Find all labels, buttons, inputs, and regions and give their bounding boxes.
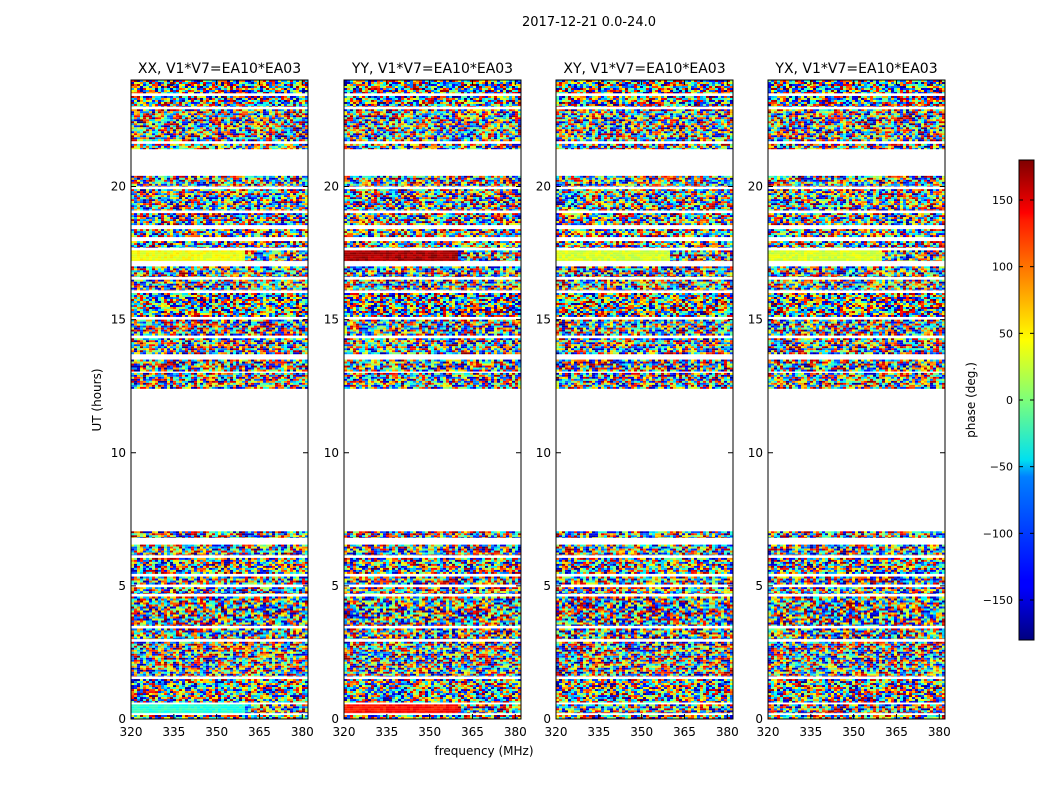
panel-1-ytick-label-0: 0 [331, 712, 339, 726]
panel-0-xtick-label-0: 320 [120, 725, 143, 739]
panel-0-xtick-label-1: 335 [162, 725, 185, 739]
panel-3-title: YX, V1*V7=EA10*EA03 [774, 61, 937, 77]
panel-2-frame [555, 79, 734, 720]
panel-0-title: XX, V1*V7=EA10*EA03 [138, 61, 301, 77]
colorbar-tick-label-5: 100 [992, 261, 1013, 274]
colorbar-tick-label-3: 0 [1006, 394, 1013, 407]
colorbar-tick-label-4: 50 [999, 327, 1013, 340]
panel-2: XY, V1*V7=EA10*EA03 320 335 350 365 380 0 5 10 15… [536, 61, 739, 739]
panel-3-ytick-label-4: 20 [748, 180, 763, 194]
panel-0-ytick-label-3: 15 [111, 313, 126, 327]
panel-1-ytick-label-3: 15 [324, 313, 339, 327]
panel-3-heatmap [768, 80, 945, 719]
panel-3-xtick-label-1: 335 [799, 725, 822, 739]
panel-0-heatmap [131, 80, 308, 719]
panel-1-xtick-label-2: 350 [418, 725, 441, 739]
colorbar-tick-label-2: −50 [990, 461, 1013, 474]
panel-0-ytick-label-4: 20 [111, 180, 126, 194]
panel-1-heatmap [344, 80, 521, 719]
panel-1-ytick-label-1: 5 [331, 579, 339, 593]
panel-0-xtick-label-3: 365 [248, 725, 271, 739]
panel-0-ytick-label-2: 10 [111, 446, 126, 460]
panel-1-xtick-label-0: 320 [333, 725, 356, 739]
panel-3-xtick-label-2: 350 [842, 725, 865, 739]
panel-2-ytick-label-3: 15 [536, 313, 551, 327]
panel-0-ytick-label-1: 5 [118, 579, 126, 593]
panels-group: XX, V1*V7=EA10*EA03 320 335 350 365 380 0 5 10 15… [111, 61, 951, 739]
panel-2-xtick-label-2: 350 [630, 725, 653, 739]
panel-1-xtick-label-1: 335 [375, 725, 398, 739]
colorbar-label: phase (deg.) [964, 362, 978, 438]
panel-1-xtick-label-4: 380 [504, 725, 527, 739]
panel-2-title: XY, V1*V7=EA10*EA03 [563, 61, 725, 77]
panel-2-xtick-label-1: 335 [587, 725, 610, 739]
panel-0-xtick-label-4: 380 [291, 725, 314, 739]
panel-1-ytick-label-4: 20 [324, 180, 339, 194]
panel-3-xtick-label-0: 320 [757, 725, 780, 739]
panel-3-ytick-label-3: 15 [748, 313, 763, 327]
panel-3-ytick-label-0: 0 [755, 712, 763, 726]
panel-2-ytick-label-1: 5 [543, 579, 551, 593]
panel-3-ytick-label-1: 5 [755, 579, 763, 593]
panel-3-xtick-label-4: 380 [928, 725, 951, 739]
panel-3-frame [767, 79, 946, 720]
panel-2-heatmap [556, 80, 733, 719]
panel-2-ytick-label-4: 20 [536, 180, 551, 194]
colorbar-tick-label-1: −100 [983, 527, 1013, 540]
colorbar: −150 −100 −50 0 50 100 150 phase (deg.) [964, 159, 1035, 641]
panel-2-ytick-label-0: 0 [543, 712, 551, 726]
panel-3: YX, V1*V7=EA10*EA03 320 335 350 365 380 0 5 10 15… [748, 61, 951, 739]
panel-0-frame [130, 79, 309, 720]
panel-0: XX, V1*V7=EA10*EA03 320 335 350 365 380 0 5 10 15… [111, 61, 314, 739]
panel-1-frame [343, 79, 522, 720]
panel-0-ytick-label-0: 0 [118, 712, 126, 726]
panel-3-ytick-label-2: 10 [748, 446, 763, 460]
panel-0-xtick-label-2: 350 [205, 725, 228, 739]
panel-1: YY, V1*V7=EA10*EA03 320 335 350 365 380 0 5 10 15… [324, 61, 527, 739]
panel-1-title: YY, V1*V7=EA10*EA03 [351, 61, 513, 77]
panel-2-ytick-label-2: 10 [536, 446, 551, 460]
panel-2-xtick-label-4: 380 [716, 725, 739, 739]
panel-3-xtick-label-3: 365 [885, 725, 908, 739]
colorbar-ticks: −150 −100 −50 0 50 100 150 [983, 194, 1034, 607]
panel-1-xtick-label-3: 365 [461, 725, 484, 739]
panel-2-xtick-label-3: 365 [673, 725, 696, 739]
x-axis-label: frequency (MHz) [434, 744, 533, 758]
colorbar-tick-label-6: 150 [992, 194, 1013, 207]
panel-2-xtick-label-0: 320 [545, 725, 568, 739]
y-axis-label: UT (hours) [90, 368, 104, 431]
colorbar-tick-label-0: −150 [983, 594, 1013, 607]
figure-suptitle: 2017-12-21 0.0-24.0 [522, 15, 656, 30]
panel-1-ytick-label-2: 10 [324, 446, 339, 460]
